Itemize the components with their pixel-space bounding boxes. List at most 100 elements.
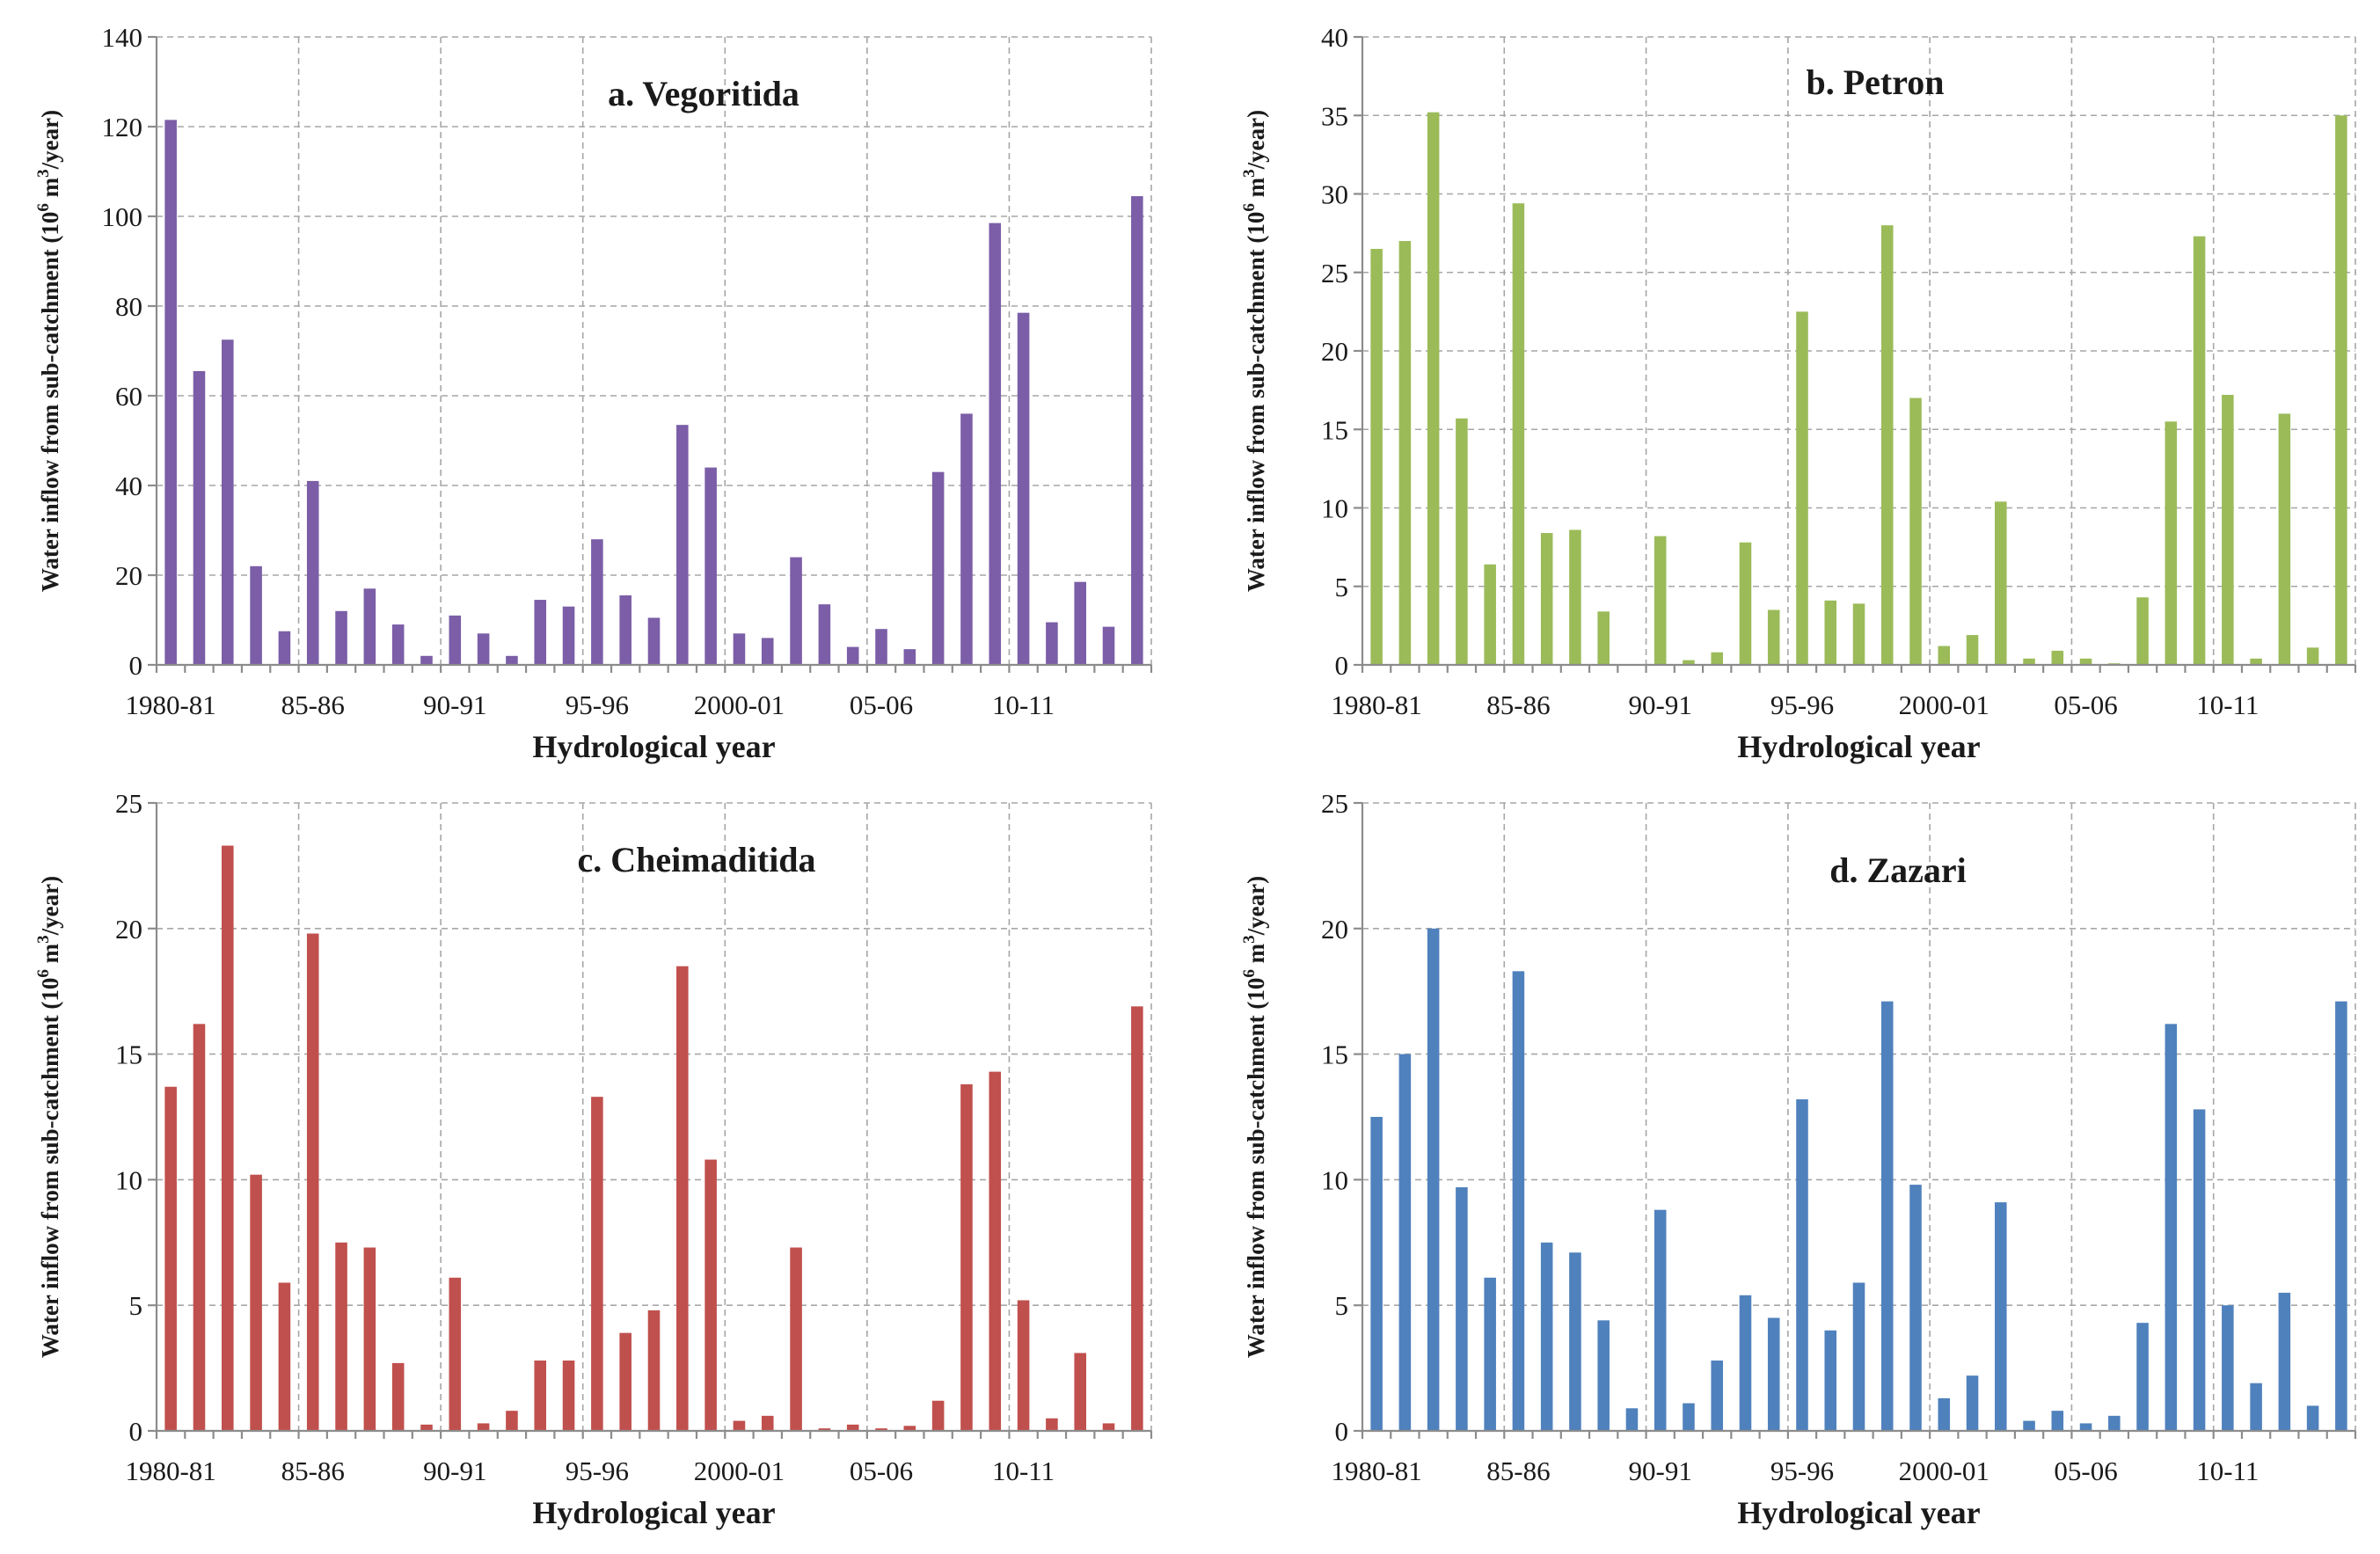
y-tick-label: 120: [102, 112, 143, 142]
bar: [2306, 1405, 2319, 1431]
y-tick-label: 30: [1321, 179, 1348, 210]
bar: [335, 610, 347, 665]
y-axis-label: Water inflow from sub-catchment (106 m3/…: [1240, 876, 1269, 1358]
bar: [2136, 1323, 2149, 1431]
panel-title: c. Cheimaditida: [577, 840, 815, 879]
bar: [562, 1361, 575, 1431]
panel-title: d. Zazari: [1829, 850, 1967, 890]
y-tick-label: 10: [1321, 1164, 1348, 1195]
y-tick-label: 0: [1335, 1416, 1349, 1447]
bar: [2222, 394, 2234, 665]
bar: [306, 933, 319, 1431]
bar: [1739, 542, 1752, 665]
y-tick-label: 20: [115, 560, 142, 591]
bar: [705, 1159, 717, 1431]
bar: [1909, 398, 1922, 665]
bar: [1569, 1252, 1581, 1431]
y-tick-label: 40: [1321, 22, 1348, 53]
bar: [818, 604, 831, 665]
bar: [1456, 418, 1468, 665]
bar: [1398, 241, 1412, 665]
bar: [164, 120, 177, 666]
x-tick-label: 85-86: [1486, 1456, 1550, 1486]
bar: [1370, 248, 1383, 665]
x-tick-label: 05-06: [2054, 1456, 2117, 1486]
bar: [1046, 622, 1058, 665]
bar: [1046, 1418, 1058, 1431]
bar: [1995, 1202, 2007, 1431]
bar: [619, 1332, 632, 1431]
bar: [2222, 1305, 2234, 1431]
bar: [221, 845, 234, 1431]
y-tick-label: 15: [1321, 414, 1348, 445]
bar: [1131, 196, 1143, 666]
bar: [2165, 1024, 2178, 1431]
bar: [1654, 536, 1667, 665]
bar: [1938, 646, 1951, 665]
bar: [931, 471, 945, 665]
y-tick-label: 10: [115, 1164, 142, 1195]
chart-panel-a: 0 20 40 60 80 100 120 140 1980-81 85-86 90-91 95-96…: [34, 22, 1153, 764]
x-tick-label: 90-91: [423, 1456, 486, 1486]
x-axis-label: Hydrological year: [532, 729, 775, 764]
bar: [164, 1086, 177, 1431]
y-axis-label: Water inflow from sub-catchment (106 m3/…: [1240, 110, 1269, 592]
y-tick-label: 35: [1321, 100, 1348, 131]
x-tick-label: 1980-81: [125, 689, 215, 720]
bar: [875, 629, 887, 665]
bar: [363, 588, 376, 665]
bar: [1456, 1186, 1468, 1431]
x-axis-label: Hydrological year: [532, 1495, 775, 1530]
bar: [1540, 1242, 1553, 1431]
bar: [733, 633, 746, 665]
bar: [2335, 115, 2347, 665]
bar: [1427, 112, 1440, 666]
bar: [1739, 1295, 1752, 1431]
x-tick-label: 05-06: [850, 689, 913, 720]
bar: [1852, 603, 1865, 665]
bar: [193, 370, 206, 665]
bar: [790, 1247, 802, 1431]
x-tick-label: 10-11: [2196, 1456, 2259, 1486]
bar: [1683, 1403, 1695, 1431]
bar: [1512, 971, 1525, 1431]
x-tick-label: 95-96: [1770, 689, 1834, 720]
bar: [1852, 1282, 1865, 1431]
y-tick-label: 10: [1321, 493, 1348, 524]
bar: [647, 617, 661, 665]
y-axis-label: Water inflow from sub-catchment (106 m3/…: [34, 876, 63, 1358]
bar: [1625, 1408, 1639, 1431]
chart-panel-d: 0 5 10 15 20 25 1980-81 85-86 90-91 95-96 2000-01 0…: [1240, 788, 2357, 1530]
bar: [1711, 652, 1723, 665]
x-axis-label: Hydrological year: [1737, 729, 1980, 764]
x-tick-label: 95-96: [566, 689, 629, 720]
x-tick-label: 05-06: [850, 1456, 913, 1486]
y-tick-label: 20: [115, 914, 142, 945]
bar: [903, 1426, 916, 1431]
bar: [591, 1097, 603, 1431]
bar: [391, 1362, 405, 1431]
x-tick-label: 05-06: [2054, 689, 2117, 720]
y-tick-label: 15: [1321, 1040, 1348, 1070]
bar: [676, 425, 689, 665]
bar: [1767, 609, 1780, 665]
bar: [989, 1071, 1002, 1431]
bar: [2079, 658, 2092, 665]
bar: [1796, 1099, 1808, 1431]
bar: [2165, 421, 2178, 665]
x-tick-label: 95-96: [1770, 1456, 1834, 1486]
bar: [2079, 1423, 2092, 1431]
bar: [2193, 1109, 2206, 1431]
bar: [2278, 413, 2291, 665]
y-tick-label: 0: [1335, 650, 1349, 681]
bar: [1966, 635, 1979, 665]
bar: [449, 1277, 462, 1431]
x-axis-label: Hydrological year: [1737, 1495, 1980, 1530]
y-tick-label: 15: [115, 1040, 142, 1070]
bar: [1102, 626, 1115, 665]
bar: [221, 339, 234, 665]
x-tick-label: 90-91: [1629, 689, 1692, 720]
x-tick-label: 10-11: [2196, 689, 2259, 720]
bar: [363, 1247, 376, 1431]
bar: [1017, 312, 1030, 665]
